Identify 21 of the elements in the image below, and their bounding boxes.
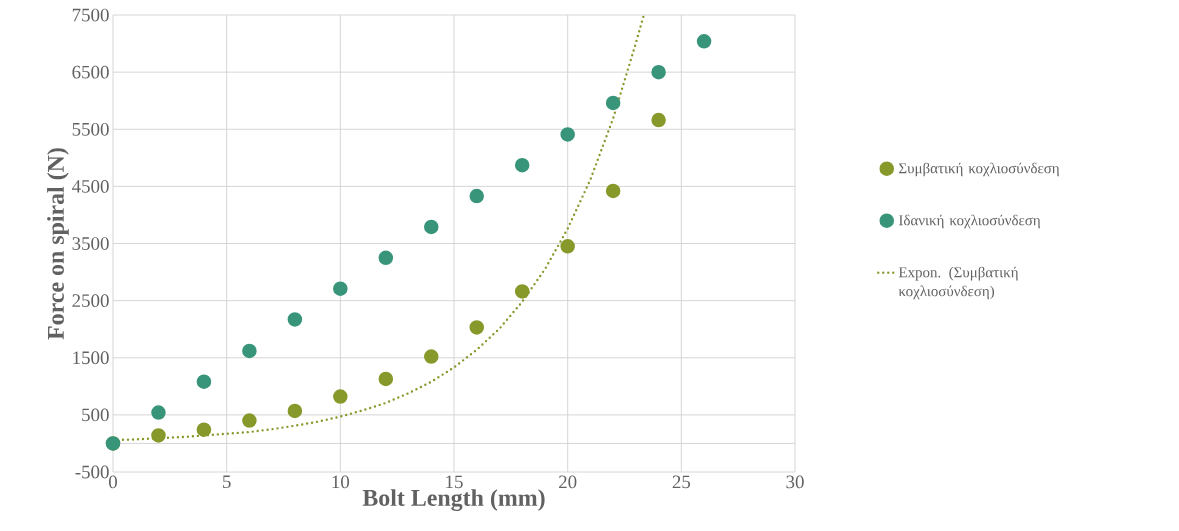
- x-tick-label: 10: [332, 475, 350, 489]
- y-tick-label: 6500: [72, 65, 109, 79]
- x-tick-label: 25: [672, 475, 691, 489]
- y-tick-label: 500: [82, 408, 109, 422]
- x-tick-label: 30: [786, 475, 804, 489]
- y-tick-label: 7500: [72, 8, 109, 22]
- y-tick-label: 3500: [72, 237, 109, 250]
- x-tick-label: 15: [446, 475, 463, 489]
- legend-label: Expon. (Συμβατική κοχλιοσύνδεση): [898, 266, 1018, 300]
- y-tick-label: 5500: [72, 122, 109, 136]
- y-tick-label: 4500: [72, 180, 109, 193]
- y-axis-title: Force on spiral (N): [47, 148, 69, 340]
- x-tick-label: 0: [108, 475, 117, 489]
- y-tick-label: 1500: [73, 351, 109, 365]
- y-tick-label: -500: [75, 465, 109, 479]
- x-tick-label: 20: [559, 475, 577, 489]
- x-tick-label: 5: [223, 475, 231, 489]
- x-axis-title: Bolt Length (mm): [362, 489, 545, 512]
- y-tick-label: 2500: [72, 294, 109, 308]
- legend-label: Συμβατική κοχλιοσύνδεση: [899, 162, 1059, 177]
- legend-label: Ιδανική κοχλιοσύνδεση: [898, 214, 1040, 229]
